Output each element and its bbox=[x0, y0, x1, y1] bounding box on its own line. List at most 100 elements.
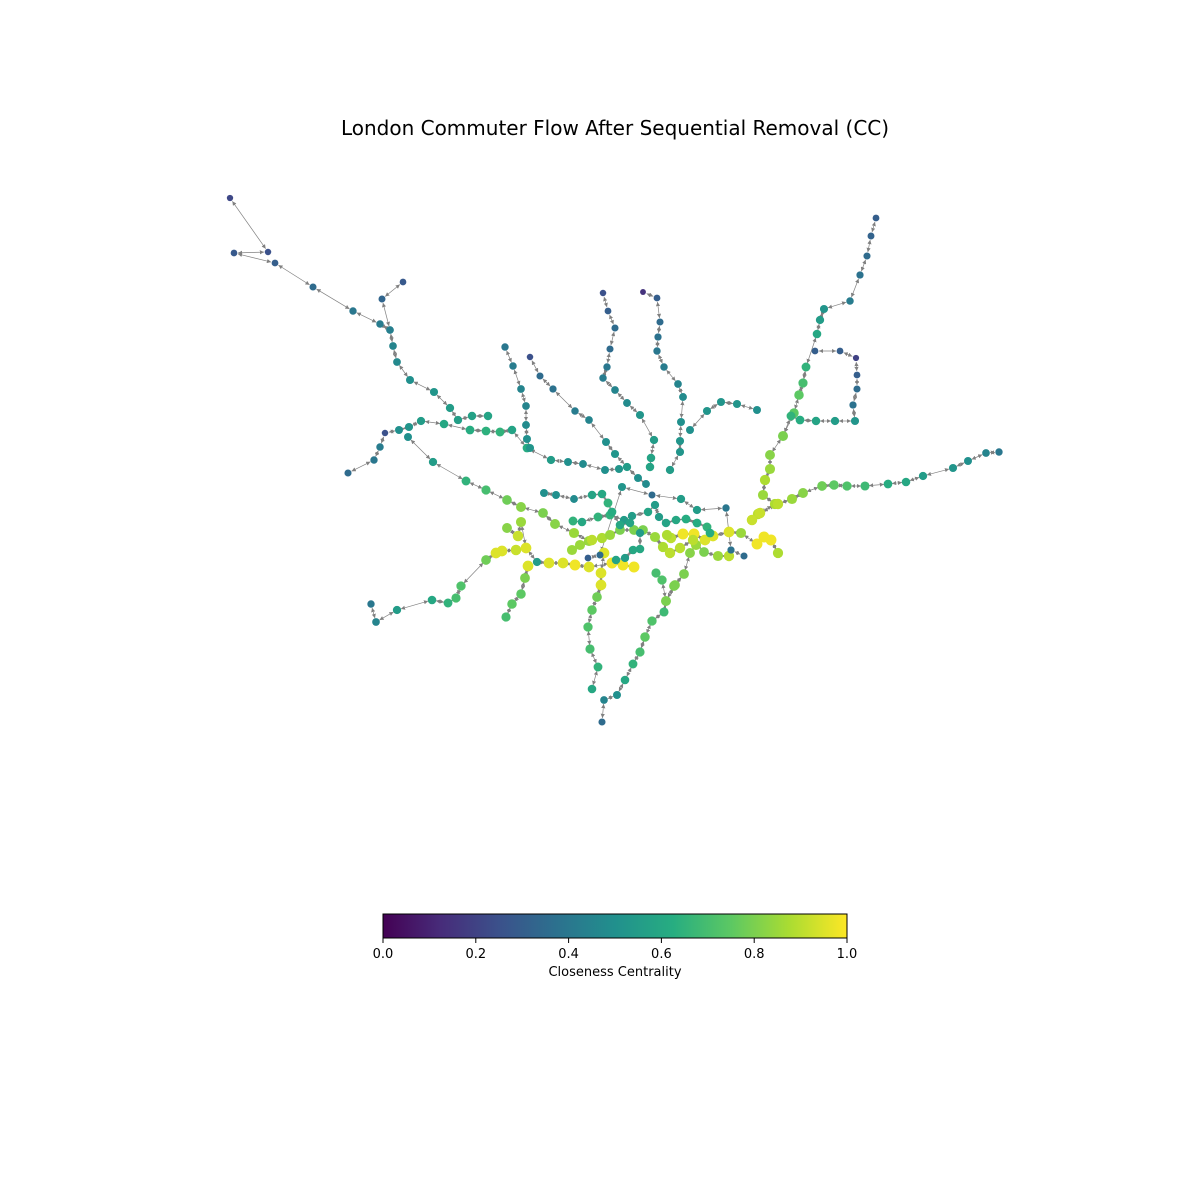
station-node bbox=[628, 545, 638, 555]
station-node bbox=[829, 480, 839, 490]
station-node bbox=[599, 374, 607, 382]
station-node bbox=[764, 463, 776, 475]
station-node bbox=[595, 567, 607, 579]
edge bbox=[926, 468, 950, 476]
edge bbox=[237, 252, 272, 264]
station-node bbox=[853, 385, 861, 393]
station-node bbox=[367, 600, 375, 608]
edge bbox=[469, 482, 483, 489]
edge bbox=[656, 325, 662, 334]
edge bbox=[803, 418, 813, 423]
station-node bbox=[596, 532, 608, 544]
edge bbox=[384, 284, 401, 297]
edge bbox=[646, 624, 651, 634]
edge bbox=[436, 463, 463, 480]
station-node bbox=[532, 557, 542, 567]
station-node bbox=[546, 455, 556, 465]
station-node bbox=[754, 507, 766, 519]
station-node bbox=[635, 410, 645, 420]
edge bbox=[613, 515, 619, 522]
edge bbox=[819, 311, 825, 318]
edge bbox=[587, 613, 593, 624]
station-node bbox=[645, 462, 655, 472]
station-node bbox=[811, 416, 821, 426]
station-node bbox=[853, 371, 861, 379]
edge bbox=[617, 392, 625, 401]
edge bbox=[513, 596, 520, 602]
station-node bbox=[812, 329, 822, 339]
edge bbox=[591, 553, 597, 560]
station-node bbox=[699, 547, 709, 557]
edge bbox=[625, 487, 649, 495]
station-node bbox=[671, 515, 681, 525]
edge bbox=[655, 301, 662, 319]
edge bbox=[684, 556, 690, 571]
station-node bbox=[643, 507, 653, 517]
station-node bbox=[765, 450, 775, 460]
station-node bbox=[600, 696, 608, 704]
edge bbox=[671, 455, 679, 467]
edge bbox=[784, 419, 790, 433]
colorbar-label: Closeness Centrality bbox=[548, 965, 682, 980]
station-node bbox=[543, 557, 555, 569]
station-node bbox=[467, 411, 477, 421]
edge bbox=[646, 292, 654, 298]
edge bbox=[592, 600, 597, 607]
station-node bbox=[642, 480, 650, 488]
station-node bbox=[635, 528, 645, 538]
station-node bbox=[593, 512, 603, 522]
edge bbox=[655, 494, 678, 500]
station-node bbox=[607, 507, 617, 517]
station-node bbox=[815, 315, 825, 325]
station-node bbox=[611, 386, 619, 394]
edge bbox=[542, 378, 551, 387]
station-node bbox=[846, 297, 854, 305]
edge bbox=[971, 454, 983, 460]
edge bbox=[629, 469, 636, 476]
edge bbox=[666, 369, 676, 382]
station-node bbox=[226, 194, 234, 202]
edge bbox=[389, 333, 394, 343]
edge bbox=[724, 400, 734, 406]
station-node bbox=[271, 259, 279, 267]
station-node bbox=[428, 457, 438, 467]
station-node bbox=[456, 581, 466, 591]
edge bbox=[586, 630, 592, 646]
station-node bbox=[867, 232, 875, 240]
station-node bbox=[860, 481, 870, 491]
station-node bbox=[603, 498, 613, 508]
station-node bbox=[370, 456, 378, 464]
station-node bbox=[604, 307, 612, 315]
station-node bbox=[819, 304, 829, 314]
edge bbox=[489, 491, 504, 499]
station-node bbox=[677, 528, 689, 540]
station-node bbox=[759, 474, 771, 486]
station-node bbox=[429, 387, 439, 397]
station-node bbox=[795, 415, 805, 425]
station-node bbox=[651, 568, 661, 578]
station-node bbox=[615, 520, 625, 530]
edge bbox=[461, 415, 469, 421]
edge bbox=[412, 421, 418, 427]
station-node bbox=[772, 547, 784, 559]
edge bbox=[618, 683, 624, 692]
station-node bbox=[863, 252, 871, 260]
edge bbox=[854, 361, 859, 372]
station-node bbox=[536, 372, 544, 380]
station-node bbox=[664, 547, 676, 559]
station-node bbox=[416, 416, 426, 426]
station-node bbox=[964, 457, 972, 465]
station-node bbox=[758, 531, 770, 543]
edge bbox=[237, 250, 265, 255]
station-node bbox=[712, 550, 724, 562]
edge bbox=[463, 562, 484, 584]
station-node bbox=[995, 448, 1003, 456]
edge bbox=[513, 369, 521, 386]
edge bbox=[413, 381, 431, 391]
station-node bbox=[557, 557, 569, 569]
station-node bbox=[675, 436, 685, 446]
edge bbox=[871, 221, 876, 233]
edge bbox=[761, 483, 767, 492]
station-node bbox=[614, 464, 624, 474]
